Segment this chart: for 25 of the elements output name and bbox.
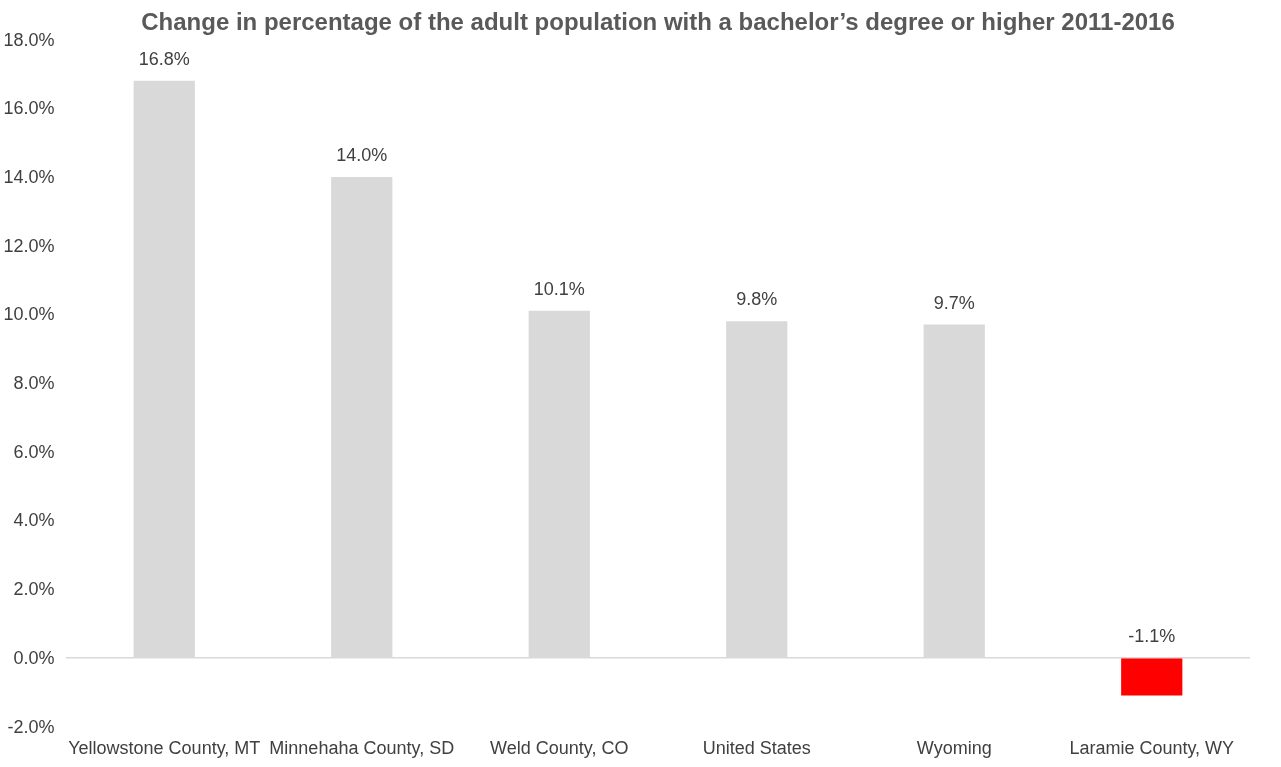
y-tick-label: 6.0% (13, 441, 55, 462)
y-tick-label: 4.0% (13, 510, 55, 531)
y-tick-label: 0.0% (13, 647, 55, 668)
x-tick-label: Wyoming (916, 737, 992, 758)
x-tick-label: United States (702, 737, 811, 758)
data-label: 10.1% (533, 278, 585, 299)
data-label: 9.7% (933, 292, 975, 313)
x-tick-label: Yellowstone County, MT (68, 737, 261, 758)
data-label: 14.0% (336, 144, 388, 165)
x-tick-label: Laramie County, WY (1069, 737, 1235, 758)
y-tick-label: 16.0% (3, 98, 55, 119)
y-tick-label: 10.0% (3, 304, 55, 325)
data-label: 9.8% (736, 289, 778, 310)
y-tick-label: 18.0% (3, 29, 55, 50)
x-tick-label: Weld County, CO (490, 737, 629, 758)
chart-title: Change in percentage of the adult population with a bachelor’s degree or higher 2011-2016 (141, 7, 1175, 35)
data-label: -1.1% (1128, 625, 1176, 646)
y-tick-label: -2.0% (7, 716, 55, 737)
y-tick-label: 12.0% (3, 235, 55, 256)
bar (1121, 657, 1183, 696)
y-tick-label: 2.0% (13, 579, 55, 600)
data-label: 16.8% (138, 48, 190, 69)
y-tick-label: 14.0% (3, 166, 55, 187)
y-tick-label: 8.0% (13, 373, 55, 393)
x-tick-label: Minnehaha County, SD (269, 737, 455, 758)
